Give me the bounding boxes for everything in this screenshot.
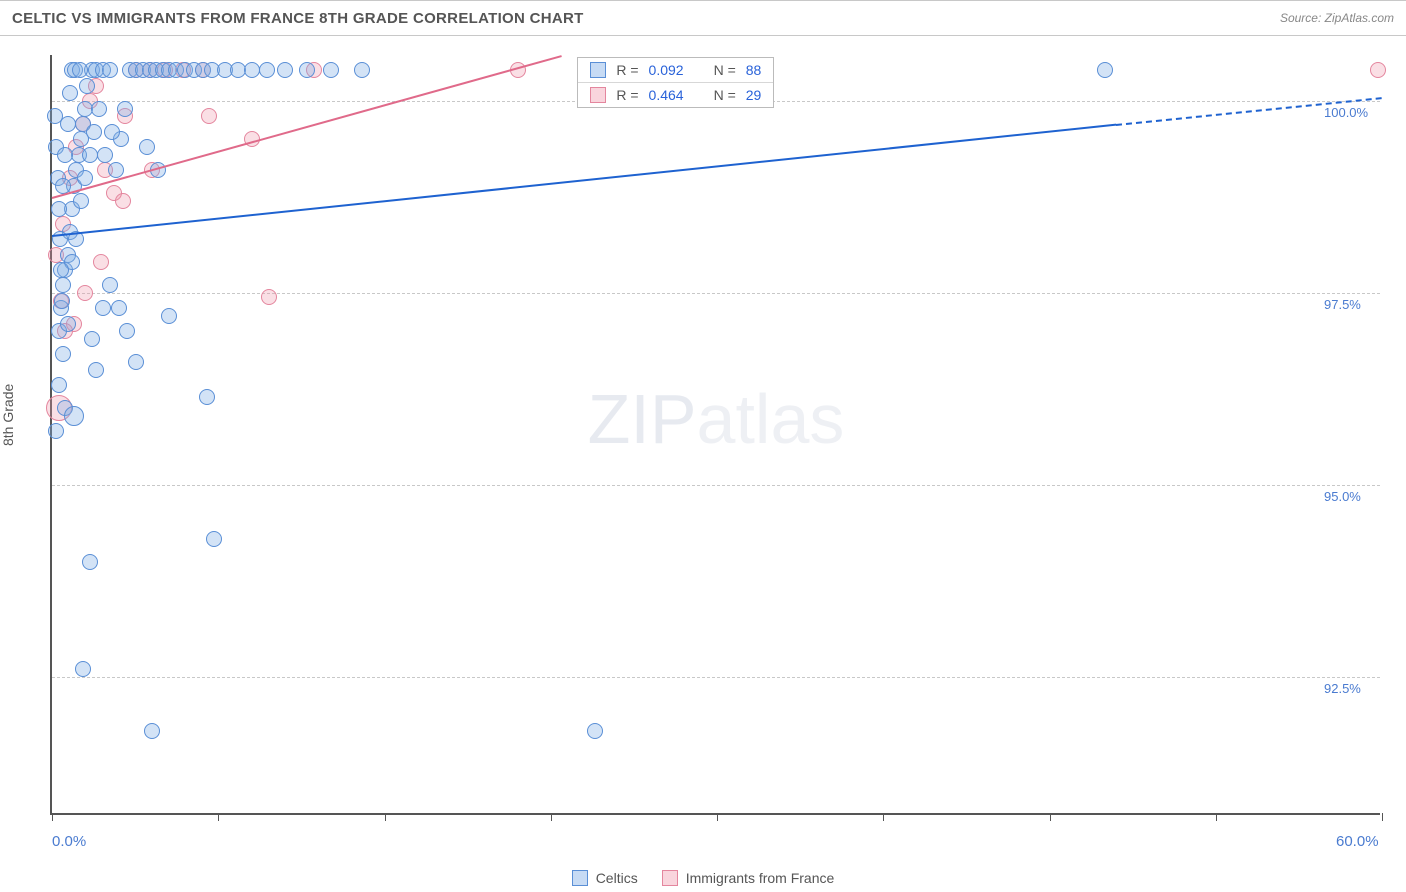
scatter-point-celtics [55, 277, 71, 293]
swatch-pink [662, 870, 678, 886]
x-label-min: 0.0% [52, 833, 86, 850]
x-tick [717, 813, 718, 821]
scatter-point-celtics [1097, 62, 1113, 78]
legend-item-france: Immigrants from France [662, 870, 835, 886]
scatter-point-celtics [259, 62, 275, 78]
gridline-h [52, 293, 1380, 294]
n-value: 88 [746, 62, 762, 78]
watermark: ZIPatlas [588, 379, 845, 459]
legend-label-france: Immigrants from France [686, 870, 835, 886]
swatch-blue [572, 870, 588, 886]
watermark-thin: atlas [697, 380, 845, 458]
x-tick [551, 813, 552, 821]
scatter-point-celtics [161, 308, 177, 324]
swatch-pink [590, 87, 606, 103]
scatter-point-celtics [54, 293, 70, 309]
y-tick-label: 95.0% [1324, 489, 1361, 504]
scatter-point-celtics [102, 62, 118, 78]
scatter-point-celtics [55, 346, 71, 362]
n-label: N = [714, 87, 736, 103]
scatter-point-france [93, 254, 109, 270]
scatter-point-celtics [117, 101, 133, 117]
scatter-point-celtics [51, 377, 67, 393]
scatter-point-celtics [79, 78, 95, 94]
scatter-point-france [77, 285, 93, 301]
watermark-bold: ZIP [588, 380, 697, 458]
x-tick [883, 813, 884, 821]
scatter-point-celtics [354, 62, 370, 78]
x-tick [1216, 813, 1217, 821]
x-label-max: 60.0% [1336, 833, 1379, 850]
scatter-point-celtics [84, 331, 100, 347]
scatter-point-celtics [86, 124, 102, 140]
scatter-point-celtics [60, 316, 76, 332]
scatter-point-celtics [323, 62, 339, 78]
scatter-point-celtics [104, 124, 120, 140]
scatter-point-celtics [88, 362, 104, 378]
scatter-point-celtics [51, 201, 67, 217]
scatter-point-celtics [91, 101, 107, 117]
scatter-point-celtics [139, 139, 155, 155]
y-tick-label: 100.0% [1324, 105, 1368, 120]
chart-title: CELTIC VS IMMIGRANTS FROM FRANCE 8TH GRA… [12, 10, 584, 27]
r-label: R = [616, 62, 638, 78]
title-bar: CELTIC VS IMMIGRANTS FROM FRANCE 8TH GRA… [0, 0, 1406, 36]
scatter-point-celtics [244, 62, 260, 78]
scatter-point-celtics [119, 323, 135, 339]
scatter-point-celtics [82, 554, 98, 570]
n-label: N = [714, 62, 736, 78]
scatter-point-celtics [57, 147, 73, 163]
scatter-point-celtics [144, 723, 160, 739]
scatter-point-celtics [75, 661, 91, 677]
plot-area: ZIPatlas 92.5%95.0%97.5%100.0%0.0%60.0%R… [50, 55, 1380, 815]
scatter-point-celtics [77, 170, 93, 186]
x-tick [385, 813, 386, 821]
scatter-point-celtics [95, 300, 111, 316]
swatch-blue [590, 62, 606, 78]
stats-row: R = 0.092 N = 88 [578, 58, 773, 82]
scatter-point-celtics [62, 85, 78, 101]
y-tick-label: 92.5% [1324, 681, 1361, 696]
scatter-point-celtics [60, 116, 76, 132]
scatter-point-celtics [53, 262, 69, 278]
scatter-point-celtics [128, 354, 144, 370]
scatter-point-france [261, 289, 277, 305]
scatter-point-france [115, 193, 131, 209]
scatter-point-celtics [102, 277, 118, 293]
scatter-point-celtics [97, 147, 113, 163]
scatter-point-france [1370, 62, 1386, 78]
source-attribution: Source: ZipAtlas.com [1280, 11, 1394, 25]
x-tick [218, 813, 219, 821]
y-axis-title: 8th Grade [0, 384, 16, 446]
scatter-point-celtics [72, 62, 88, 78]
x-tick [1382, 813, 1383, 821]
gridline-h [52, 485, 1380, 486]
scatter-point-celtics [111, 300, 127, 316]
scatter-point-celtics [206, 531, 222, 547]
scatter-point-celtics [82, 147, 98, 163]
y-tick-label: 97.5% [1324, 297, 1361, 312]
scatter-point-celtics [277, 62, 293, 78]
x-tick [1050, 813, 1051, 821]
legend-label-celtics: Celtics [596, 870, 638, 886]
r-value: 0.464 [649, 87, 684, 103]
stats-legend: R = 0.092 N = 88 R = 0.464 N = 29 [577, 57, 774, 108]
scatter-point-celtics [48, 423, 64, 439]
scatter-point-celtics [299, 62, 315, 78]
gridline-h [52, 677, 1380, 678]
scatter-point-celtics [64, 406, 84, 426]
bottom-legend: Celtics Immigrants from France [0, 870, 1406, 886]
r-label: R = [616, 87, 638, 103]
scatter-point-celtics [587, 723, 603, 739]
legend-item-celtics: Celtics [572, 870, 638, 886]
scatter-point-celtics [73, 193, 89, 209]
r-value: 0.092 [649, 62, 684, 78]
n-value: 29 [746, 87, 762, 103]
stats-row: R = 0.464 N = 29 [578, 82, 773, 107]
x-tick [52, 813, 53, 821]
trendline-celtics [52, 124, 1116, 237]
scatter-point-france [201, 108, 217, 124]
scatter-point-celtics [199, 389, 215, 405]
scatter-point-celtics [108, 162, 124, 178]
